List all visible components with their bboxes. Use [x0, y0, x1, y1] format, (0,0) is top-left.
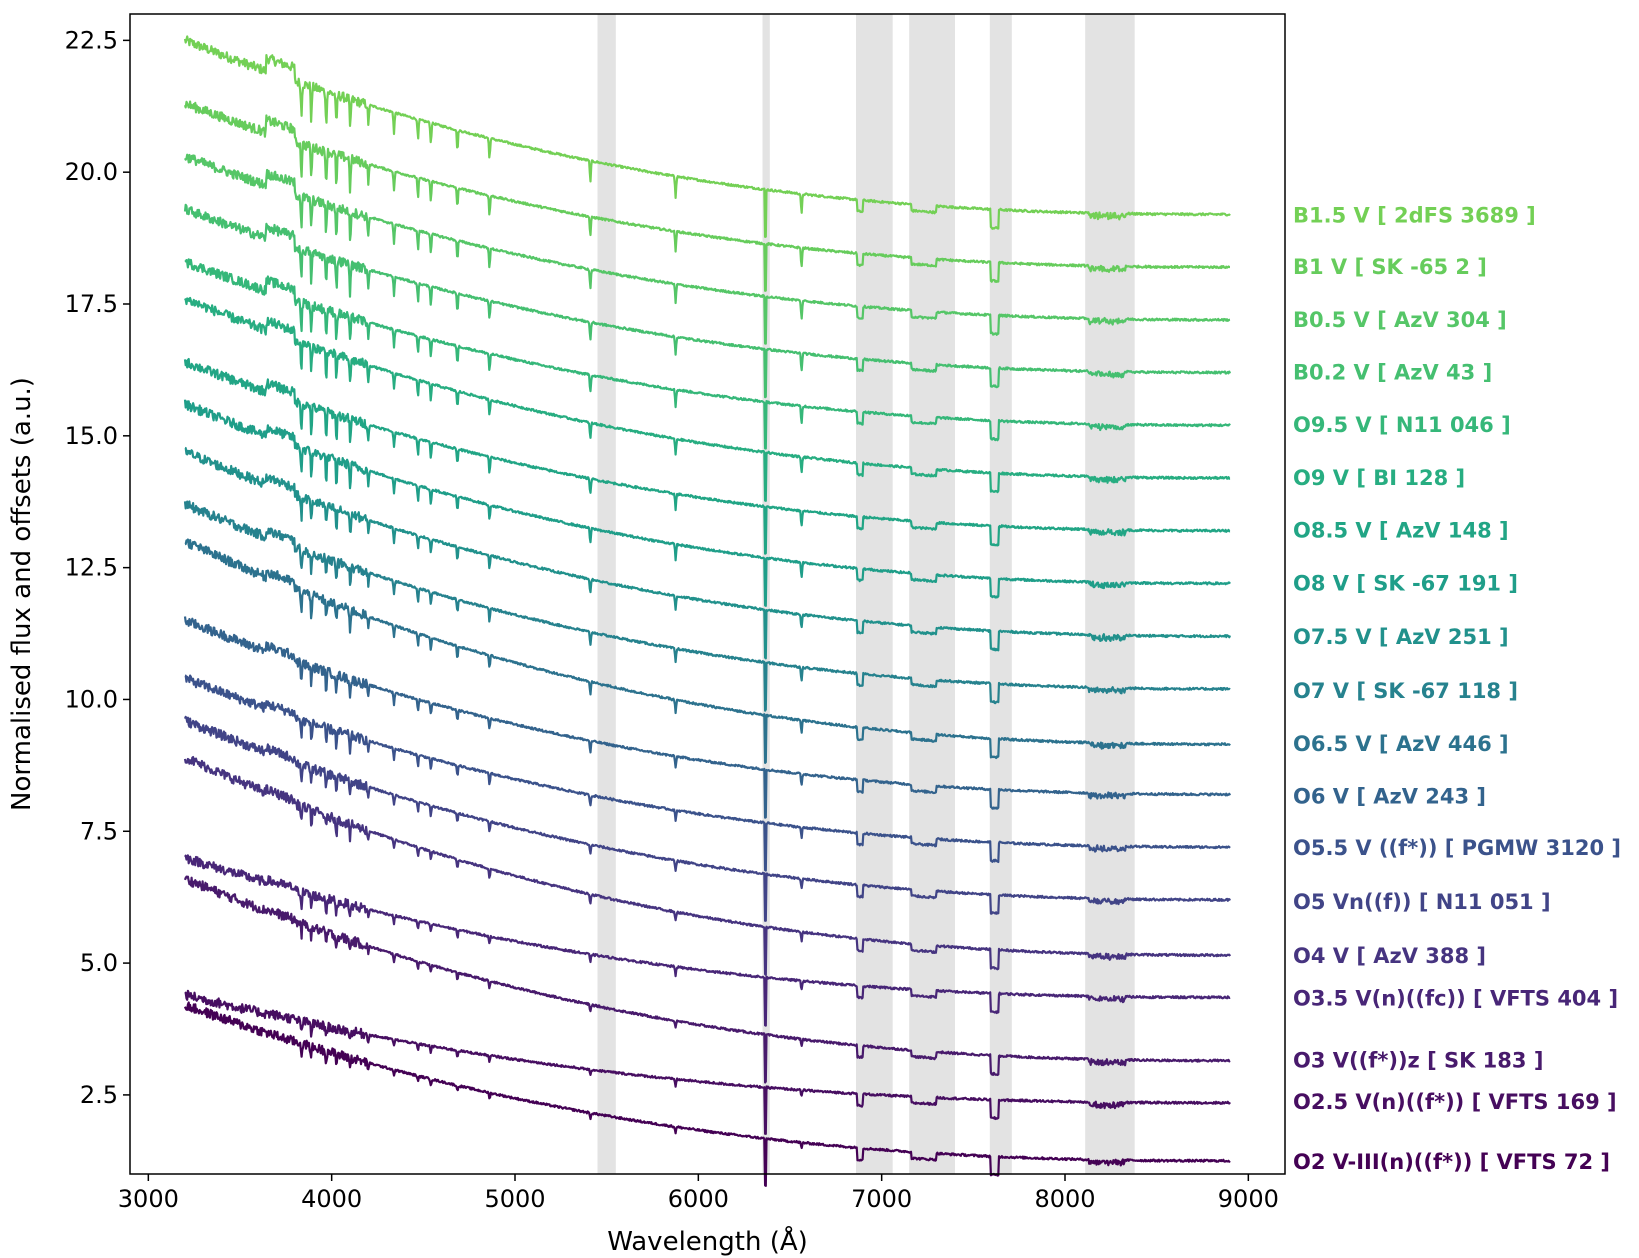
spectrum-line-8 — [184, 446, 1232, 660]
series-label-10: O6.5 V [ AzV 446 ] — [1293, 732, 1509, 756]
shaded-band-2 — [856, 14, 893, 1174]
series-label-7: O8 V [ SK -67 191 ] — [1293, 571, 1518, 595]
x-tick-label-2: 5000 — [484, 1185, 545, 1213]
spectrum-line-14 — [183, 756, 1231, 976]
x-tick-label-0: 3000 — [118, 1185, 179, 1213]
plot-frame — [129, 13, 1286, 1175]
shaded-band-5 — [1085, 14, 1135, 1174]
spectrum-line-1 — [183, 100, 1231, 292]
series-label-17: O2.5 V(n)((f*)) [ VFTS 169 ] — [1293, 1090, 1617, 1114]
spectrum-line-11 — [183, 616, 1231, 819]
y-axis: 2.5 5.0 7.5 10.0 12.5 15.0 17.5 20.0 22.5 — [65, 26, 130, 1109]
x-tick-label-4: 7000 — [851, 1185, 912, 1213]
y-tick-label-6: 17.5 — [65, 290, 118, 318]
x-axis: 3000 4000 5000 6000 7000 8000 9000 — [118, 1174, 1279, 1213]
series-label-11: O6 V [ AzV 243 ] — [1293, 784, 1486, 808]
spectrum-line-6 — [183, 357, 1231, 555]
spectrum-line-15 — [184, 854, 1231, 1027]
spectrum-line-13 — [183, 715, 1231, 922]
y-tick-label-7: 20.0 — [65, 158, 118, 186]
y-tick-label-0: 2.5 — [80, 1081, 118, 1109]
series-label-2: B0.5 V [ AzV 304 ] — [1293, 308, 1507, 332]
spectrum-line-2 — [184, 153, 1231, 345]
x-tick-label-6: 9000 — [1218, 1185, 1279, 1213]
telluric-bands — [597, 14, 1135, 1174]
y-tick-label-8: 22.5 — [65, 26, 118, 54]
y-tick-label-3: 10.0 — [65, 685, 118, 713]
x-tick-label-5: 8000 — [1034, 1185, 1095, 1213]
series-label-8: O7.5 V [ AzV 251 ] — [1293, 625, 1509, 649]
x-tick-label-1: 4000 — [301, 1185, 362, 1213]
series-labels: B1.5 V [ 2dFS 3689 ] B1 V [ SK -65 2 ] B0.… — [1293, 203, 1621, 1173]
spectrum-line-3 — [183, 203, 1232, 399]
series-label-6: O8.5 V [ AzV 148 ] — [1293, 519, 1509, 543]
y-tick-label-4: 12.5 — [65, 554, 118, 582]
shaded-band-3 — [909, 14, 955, 1174]
spectra-series — [183, 35, 1232, 1187]
series-label-14: O4 V [ AzV 388 ] — [1293, 944, 1486, 968]
series-label-12: O5.5 V ((f*)) [ PGMW 3120 ] — [1293, 836, 1621, 860]
spectrum-line-18 — [183, 1001, 1231, 1187]
shaded-band-0 — [597, 14, 616, 1174]
spectrum-line-9 — [183, 500, 1231, 712]
shaded-band-4 — [989, 14, 1012, 1174]
series-label-15: O3.5 V(n)((fc)) [ VFTS 404 ] — [1293, 986, 1618, 1010]
series-label-1: B1 V [ SK -65 2 ] — [1293, 255, 1487, 279]
x-tick-label-3: 6000 — [668, 1185, 729, 1213]
series-label-18: O2 V-III(n)((f*)) [ VFTS 72 ] — [1293, 1150, 1610, 1174]
spectrum-line-0 — [183, 35, 1231, 238]
series-label-0: B1.5 V [ 2dFS 3689 ] — [1293, 203, 1536, 227]
series-label-5: O9 V [ BI 128 ] — [1293, 466, 1465, 490]
series-label-3: B0.2 V [ AzV 43 ] — [1293, 360, 1492, 384]
spectrum-line-16 — [183, 875, 1231, 1084]
series-label-9: O7 V [ SK -67 118 ] — [1293, 679, 1518, 703]
spectrum-line-10 — [184, 538, 1231, 764]
spectrum-line-4 — [184, 258, 1231, 450]
spectrum-line-12 — [184, 674, 1231, 872]
series-label-4: O9.5 V [ N11 046 ] — [1293, 413, 1511, 437]
y-tick-label-2: 7.5 — [80, 817, 118, 845]
spectrum-line-7 — [183, 399, 1231, 607]
y-axis-label: Normalised flux and offsets (a.u.) — [7, 377, 37, 811]
spectrum-line-17 — [184, 989, 1231, 1135]
x-axis-label: Wavelength (Å) — [607, 1225, 808, 1257]
series-label-13: O5 Vn((f)) [ N11 051 ] — [1293, 890, 1551, 914]
y-tick-label-5: 15.0 — [65, 422, 118, 450]
y-tick-label-1: 5.0 — [80, 949, 118, 977]
series-label-16: O3 V((f*))z [ SK 183 ] — [1293, 1049, 1543, 1073]
spectrum-line-5 — [184, 296, 1231, 502]
